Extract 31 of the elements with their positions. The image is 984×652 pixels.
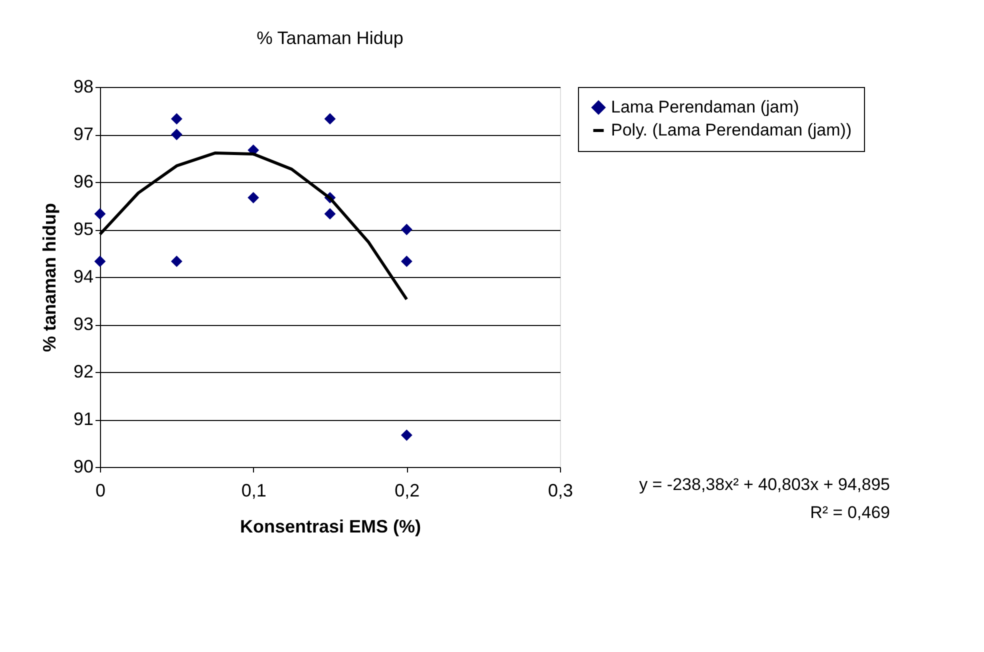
y-axis-title: % tanaman hidup xyxy=(39,202,60,352)
point xyxy=(170,256,182,268)
point xyxy=(324,208,336,220)
legend-label: Poly. (Lama Perendaman (jam)) xyxy=(611,120,852,140)
point xyxy=(248,192,260,204)
point xyxy=(94,208,106,220)
text: R² = 0,469 xyxy=(810,503,890,522)
y-tick-label: 96 xyxy=(73,172,94,192)
point xyxy=(94,256,106,268)
point xyxy=(170,128,182,140)
x-tick-label: 0,3 xyxy=(548,480,574,500)
point xyxy=(400,429,412,441)
y-tick-label: 97 xyxy=(73,124,94,144)
point xyxy=(400,224,412,236)
point xyxy=(324,113,336,125)
x-axis-title: Konsentrasi EMS (%) xyxy=(240,516,422,536)
x-tick-label: 0 xyxy=(95,480,106,500)
x-tick-label: 0,2 xyxy=(394,480,420,500)
chart-title: % Tanaman Hidup xyxy=(256,28,404,48)
x-tick-label: 0,1 xyxy=(241,480,266,500)
y-tick-label: 95 xyxy=(73,219,94,239)
y-tick-label: 90 xyxy=(73,456,94,476)
text: y = -238,38x² + 40,803x + 94,895 xyxy=(639,475,890,494)
y-tick-label: 94 xyxy=(73,266,94,286)
legend-label: Lama Perendaman (jam) xyxy=(611,98,800,116)
y-tick-label: 93 xyxy=(73,314,94,334)
point xyxy=(170,113,182,125)
y-tick-label: 91 xyxy=(73,409,94,429)
y-tick-label: 98 xyxy=(73,76,94,96)
y-tick-label: 92 xyxy=(73,362,94,382)
point xyxy=(400,256,412,268)
